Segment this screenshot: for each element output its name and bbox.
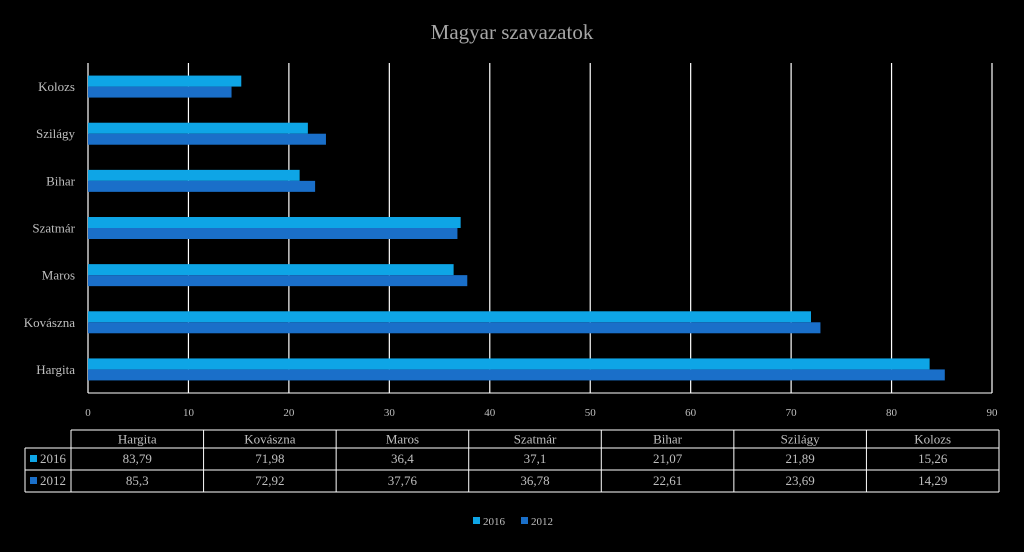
- table-header-cell: Szatmár: [514, 432, 557, 447]
- chart-title: Magyar szavazatok: [431, 20, 594, 44]
- x-tick-label: 30: [384, 407, 396, 419]
- legend-label-2012: 2012: [531, 516, 553, 528]
- table-value-cell: 14,29: [918, 473, 947, 488]
- category-label: Kolozs: [38, 79, 75, 94]
- table-value-cell: 72,92: [255, 473, 284, 488]
- data-table: Hargita Kovászna Maros Szatmár Bihar Szilágy K…: [24, 429, 1000, 493]
- table-value-cell: 85,3: [126, 473, 149, 488]
- table-header-cell: Szilágy: [781, 432, 820, 447]
- legend-key-2012: [521, 517, 528, 524]
- category-labels: Hargita Kovászna Maros Szatmár Bihar Szilágy K…: [24, 79, 76, 377]
- category-label: Bihar: [46, 173, 76, 188]
- bar-2012-Bihar: [88, 180, 316, 192]
- table-value-cell: 21,89: [786, 451, 815, 466]
- gridlines: [87, 63, 993, 394]
- table-value-cell: 36,4: [391, 451, 414, 466]
- x-tick-labels: 0 10 20 30 40 50 60 70 80 90: [85, 407, 998, 419]
- legend-key-2016: [473, 517, 480, 524]
- x-tick-label: 20: [283, 407, 295, 419]
- table-legend-key: [30, 455, 37, 462]
- category-label: Szilágy: [36, 126, 75, 141]
- table-series-name: 2012: [40, 473, 66, 488]
- x-tick-label: 50: [585, 407, 597, 419]
- bar-2016-Maros: [88, 264, 454, 276]
- bar-2012-Szatmár: [88, 228, 458, 239]
- category-label: Szatmár: [32, 221, 75, 236]
- table-value-cell: 37,76: [388, 473, 418, 488]
- table-header-cell: Maros: [386, 432, 419, 447]
- bar-2012-Kovászna: [88, 322, 821, 334]
- bars: [88, 75, 945, 381]
- bar-2016-Kolozs: [88, 75, 242, 87]
- bar-2016-Bihar: [88, 169, 300, 181]
- x-tick-label: 60: [685, 407, 697, 419]
- table-value-cell: 37,1: [524, 451, 547, 466]
- table-value-cell: 23,69: [786, 473, 815, 488]
- table-header-cell: Kolozs: [914, 432, 951, 447]
- table-value-cell: 83,79: [123, 451, 152, 466]
- bar-2012-Maros: [88, 275, 468, 287]
- bar-2012-Kolozs: [88, 86, 232, 98]
- bar-2012-Hargita: [88, 369, 945, 381]
- table-value-cell: 21,07: [653, 451, 683, 466]
- table-value-cell: 15,26: [918, 451, 948, 466]
- table-value-cell: 22,61: [653, 473, 682, 488]
- table-value-cell: 71,98: [255, 451, 284, 466]
- bar-2012-Szilágy: [88, 133, 326, 145]
- bar-2016-Hargita: [88, 358, 930, 370]
- table-value-cell: 36,78: [520, 473, 549, 488]
- bar-2016-Szatmár: [88, 217, 461, 228]
- table-series-name: 2016: [40, 451, 67, 466]
- bar-2016-Szilágy: [88, 122, 308, 134]
- category-label: Kovászna: [24, 315, 75, 330]
- legend: 2016 2012: [473, 516, 553, 528]
- category-label: Hargita: [36, 362, 75, 377]
- category-label: Maros: [42, 268, 75, 283]
- x-tick-label: 10: [183, 407, 195, 419]
- table-header-cell: Bihar: [653, 432, 683, 447]
- bar-2016-Kovászna: [88, 311, 811, 323]
- x-tick-label: 70: [786, 407, 798, 419]
- x-tick-label: 90: [987, 407, 999, 419]
- table-legend-key: [30, 477, 37, 484]
- x-tick-label: 80: [886, 407, 898, 419]
- x-tick-label: 40: [484, 407, 496, 419]
- table-header-cell: Hargita: [118, 432, 157, 447]
- table-header-cell: Kovászna: [244, 432, 295, 447]
- legend-label-2016: 2016: [483, 516, 506, 528]
- x-tick-label: 0: [85, 407, 91, 419]
